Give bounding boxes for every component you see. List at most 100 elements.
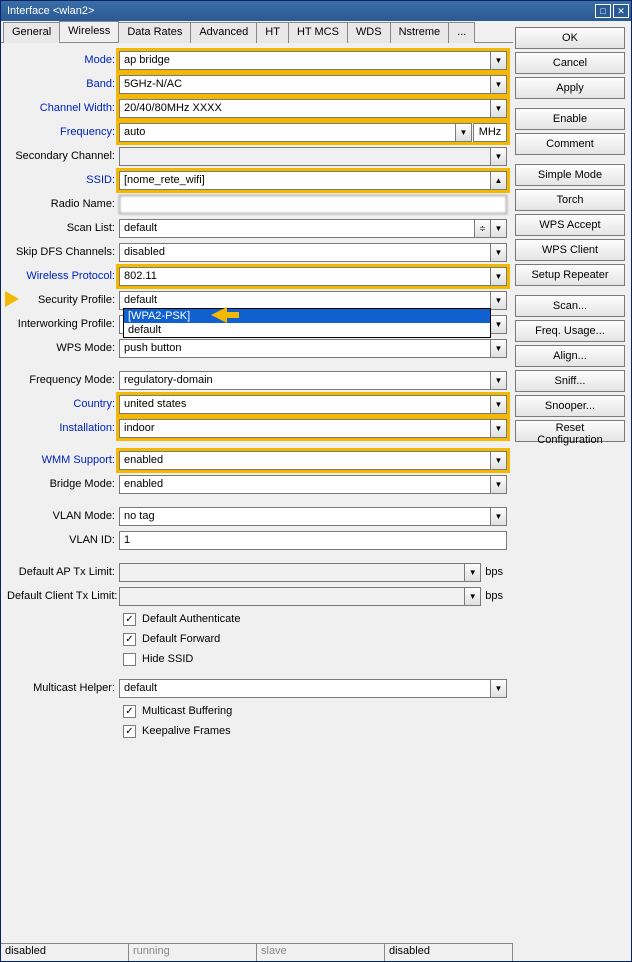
left-pane: GeneralWirelessData RatesAdvancedHTHT MC… xyxy=(1,21,513,961)
tab-advanced[interactable]: Advanced xyxy=(190,22,257,43)
input-installation[interactable] xyxy=(119,419,491,438)
input-skip-dfs[interactable] xyxy=(119,243,491,262)
dropdown-list[interactable]: [WPA2-PSK]default xyxy=(123,308,491,338)
label-ssid: SSID: xyxy=(7,174,119,186)
input-security-profile[interactable] xyxy=(119,291,491,310)
cancel-button[interactable]: Cancel xyxy=(515,52,625,74)
dropdown-button[interactable]: ▼ xyxy=(490,243,507,262)
dropdown-button[interactable]: ▼ xyxy=(490,291,507,310)
input-wireless-protocol[interactable] xyxy=(119,267,491,286)
tab-ht[interactable]: HT xyxy=(256,22,289,43)
checkbox-keepalive-frames[interactable]: ✓ xyxy=(123,725,136,738)
field-frequency: ▼MHz xyxy=(119,123,507,142)
expand-button[interactable]: ▼ xyxy=(464,587,481,606)
dropdown-button[interactable]: ▼ xyxy=(490,339,507,358)
row-country: Country: ▼ xyxy=(7,393,507,415)
dropdown-button[interactable]: ▼ xyxy=(490,679,507,698)
align-button[interactable]: Align... xyxy=(515,345,625,367)
checkbox-multicast-buffering[interactable]: ✓ xyxy=(123,705,136,718)
expand-button[interactable]: ▼ xyxy=(464,563,481,582)
input-default-ap-tx[interactable] xyxy=(119,563,465,582)
dropdown-option[interactable]: [WPA2-PSK] xyxy=(124,309,490,323)
input-wmm-support[interactable] xyxy=(119,451,491,470)
input-wps-mode[interactable] xyxy=(119,339,491,358)
tab--[interactable]: ... xyxy=(448,22,475,43)
input-secondary-channel[interactable] xyxy=(119,147,491,166)
input-multicast-helper[interactable] xyxy=(119,679,491,698)
sniff-button[interactable]: Sniff... xyxy=(515,370,625,392)
checkbox-default-forward[interactable]: ✓ xyxy=(123,633,136,646)
setup-repeater-button[interactable]: Setup Repeater xyxy=(515,264,625,286)
input-scan-list[interactable] xyxy=(119,219,475,238)
input-vlan-id[interactable] xyxy=(119,531,507,550)
dropdown-button[interactable]: ▼ xyxy=(490,219,507,238)
dropdown-button[interactable]: ▼ xyxy=(455,123,472,142)
apply-button[interactable]: Apply xyxy=(515,77,625,99)
row-bridge-mode: Bridge Mode:▼ xyxy=(7,473,507,495)
label-country: Country: xyxy=(7,398,119,410)
dropdown-button[interactable]: ▼ xyxy=(490,315,507,334)
spinner-button[interactable]: ≑ xyxy=(474,219,491,238)
minimize-button[interactable]: □ xyxy=(595,4,611,18)
dropdown-button[interactable]: ▼ xyxy=(490,371,507,390)
tab-nstreme[interactable]: Nstreme xyxy=(390,22,450,43)
input-vlan-mode[interactable] xyxy=(119,507,491,526)
tab-ht-mcs[interactable]: HT MCS xyxy=(288,22,348,43)
tab-data-rates[interactable]: Data Rates xyxy=(118,22,191,43)
input-bridge-mode[interactable] xyxy=(119,475,491,494)
field-secondary-channel: ▼ xyxy=(119,147,507,166)
input-radio-name[interactable] xyxy=(119,195,507,214)
wps-client-button[interactable]: WPS Client xyxy=(515,239,625,261)
comment-button[interactable]: Comment xyxy=(515,133,625,155)
status-cell: running xyxy=(129,944,257,961)
check-row-keepalive-frames: ✓Keepalive Frames xyxy=(123,721,507,741)
field-installation: ▼ xyxy=(119,419,507,438)
dropdown-button[interactable]: ▼ xyxy=(490,267,507,286)
scan-button[interactable]: Scan... xyxy=(515,295,625,317)
label-multicast-helper: Multicast Helper: xyxy=(7,682,119,694)
freq-usage-button[interactable]: Freq. Usage... xyxy=(515,320,625,342)
dropdown-button[interactable]: ▼ xyxy=(490,147,507,166)
simple-mode-button[interactable]: Simple Mode xyxy=(515,164,625,186)
input-frequency[interactable] xyxy=(119,123,456,142)
dropdown-option[interactable]: default xyxy=(124,323,490,337)
row-installation: Installation:▼ xyxy=(7,417,507,439)
close-button[interactable]: ✕ xyxy=(613,4,629,18)
collapse-button[interactable]: ▲ xyxy=(490,171,507,190)
field-multicast-helper: ▼ xyxy=(119,679,507,698)
tab-general[interactable]: General xyxy=(3,22,60,43)
unit-mhz: MHz xyxy=(473,123,507,142)
label-default-ap-tx: Default AP Tx Limit: xyxy=(7,566,119,578)
field-wmm-support: ▼ xyxy=(119,451,507,470)
dropdown-button[interactable]: ▼ xyxy=(490,395,507,414)
dropdown-button[interactable]: ▼ xyxy=(490,419,507,438)
enable-button[interactable]: Enable xyxy=(515,108,625,130)
dropdown-button[interactable]: ▼ xyxy=(490,451,507,470)
input-channel-width[interactable] xyxy=(119,99,491,118)
label-scan-list: Scan List: xyxy=(7,222,119,234)
ok-button[interactable]: OK xyxy=(515,27,625,49)
input-frequency-mode[interactable] xyxy=(119,371,491,390)
input-band[interactable] xyxy=(119,75,491,94)
torch-button[interactable]: Torch xyxy=(515,189,625,211)
checkbox-hide-ssid[interactable] xyxy=(123,653,136,666)
input-mode[interactable] xyxy=(119,51,491,70)
dropdown-button[interactable]: ▼ xyxy=(490,507,507,526)
dropdown-button[interactable]: ▼ xyxy=(490,75,507,94)
label-wireless-protocol: Wireless Protocol: xyxy=(7,270,119,282)
input-default-client-tx[interactable] xyxy=(119,587,465,606)
tab-wds[interactable]: WDS xyxy=(347,22,391,43)
tab-wireless[interactable]: Wireless xyxy=(59,21,119,42)
wps-accept-button[interactable]: WPS Accept xyxy=(515,214,625,236)
input-country[interactable] xyxy=(119,395,491,414)
reset-configuration-button[interactable]: Reset Configuration xyxy=(515,420,625,442)
input-ssid[interactable] xyxy=(119,171,491,190)
dropdown-button[interactable]: ▼ xyxy=(490,99,507,118)
checkbox-default-authenticate[interactable]: ✓ xyxy=(123,613,136,626)
dropdown-button[interactable]: ▼ xyxy=(490,475,507,494)
field-band: ▼ xyxy=(119,75,507,94)
snooper-button[interactable]: Snooper... xyxy=(515,395,625,417)
label-default-client-tx: Default Client Tx Limit: xyxy=(7,590,119,602)
row-ssid: SSID: ▲ xyxy=(7,169,507,191)
dropdown-button[interactable]: ▼ xyxy=(490,51,507,70)
